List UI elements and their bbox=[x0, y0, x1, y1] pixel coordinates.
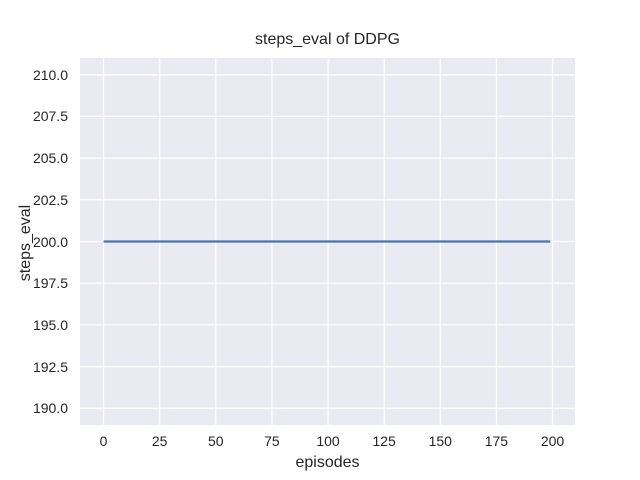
x-tick-label: 0 bbox=[99, 433, 108, 449]
y-tick-label: 205.0 bbox=[32, 150, 68, 167]
y-tick-label: 195.0 bbox=[32, 316, 68, 333]
x-tick-label: 50 bbox=[208, 433, 224, 449]
x-tick-label: 100 bbox=[316, 433, 340, 449]
x-tick-label: 75 bbox=[264, 433, 280, 449]
y-tick-label: 192.5 bbox=[32, 358, 68, 375]
x-tick-label: 25 bbox=[151, 433, 168, 449]
y-tick-label: 207.5 bbox=[32, 108, 68, 125]
y-tick-label: 210.0 bbox=[32, 66, 68, 83]
x-tick-label: 200 bbox=[540, 433, 565, 449]
x-tick-label: 150 bbox=[428, 433, 452, 449]
plot-canvas bbox=[80, 58, 575, 425]
chart-title: steps_eval of DDPG bbox=[255, 31, 400, 48]
y-tick-label: 197.5 bbox=[32, 275, 68, 292]
x-tick-label: 125 bbox=[372, 433, 396, 449]
plot-area bbox=[80, 58, 575, 425]
x-axis-label: episodes bbox=[295, 454, 360, 471]
y-tick-label: 202.5 bbox=[32, 191, 68, 208]
y-tick-label: 200.0 bbox=[32, 233, 68, 250]
y-tick-label: 190.0 bbox=[32, 400, 68, 417]
x-tick-label: 175 bbox=[484, 433, 509, 449]
